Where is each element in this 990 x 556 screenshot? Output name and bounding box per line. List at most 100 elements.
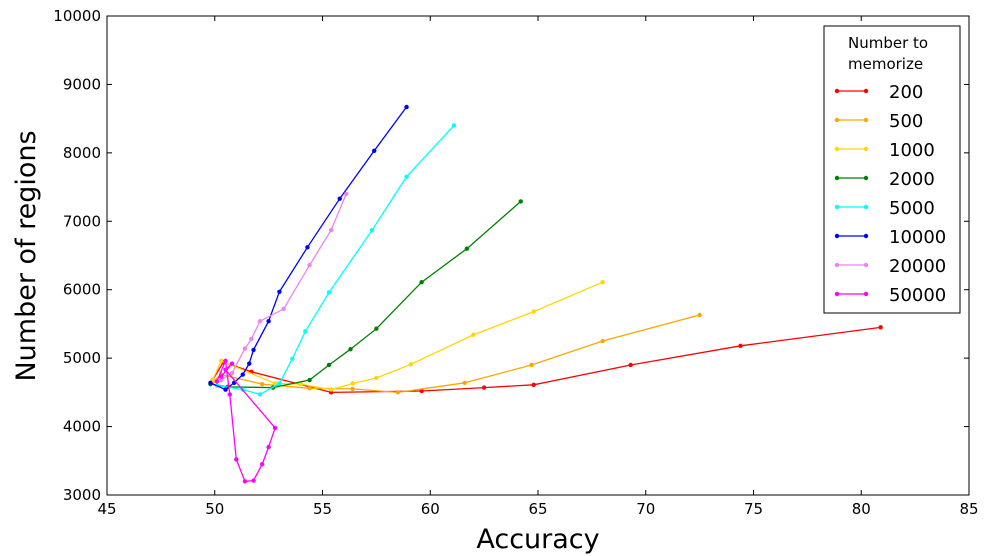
legend-marker: [834, 88, 840, 94]
x-tick-label: 45: [97, 500, 116, 518]
data-point: [307, 262, 312, 268]
legend-title-line-1: Number to: [848, 34, 928, 52]
data-point: [404, 104, 409, 110]
data-point: [451, 123, 457, 128]
x-tick-label: 70: [636, 500, 655, 518]
legend-entry: 50000: [834, 285, 946, 306]
legend-marker: [834, 204, 840, 210]
data-point: [219, 374, 224, 379]
data-point: [481, 385, 487, 390]
data-point: [395, 390, 401, 395]
legend-marker: [863, 175, 869, 181]
plot-area: [208, 104, 883, 484]
y-tick-label: 6000: [63, 281, 101, 299]
data-point: [419, 279, 424, 285]
data-point: [878, 325, 883, 330]
data-point: [471, 332, 476, 338]
legend-entry: 10000: [834, 227, 946, 248]
legend-marker: [863, 117, 869, 123]
data-point: [266, 318, 271, 324]
data-point: [281, 306, 286, 312]
legend-label: 5000: [889, 198, 935, 219]
series-20000: [219, 191, 349, 383]
legend-marker: [863, 233, 869, 239]
x-tick-label: 80: [852, 500, 871, 518]
data-point: [229, 361, 235, 366]
data-point: [305, 245, 310, 250]
data-point: [259, 381, 265, 387]
x-tick-labels: 45 50 55 60 65 70 75 80 85: [97, 500, 978, 518]
y-tick-label: 9000: [63, 75, 101, 93]
data-point: [234, 457, 239, 462]
data-point: [529, 362, 534, 368]
data-point: [223, 358, 228, 364]
series-5000: [214, 123, 457, 397]
data-point: [344, 191, 349, 197]
data-point: [298, 381, 304, 387]
legend-label: 1000: [889, 140, 935, 161]
data-point: [600, 338, 605, 344]
y-tick-labels: 3000 4000 5000 6000 7000 8000 9000 10000: [53, 7, 101, 504]
data-point: [208, 380, 213, 385]
x-axis-title: Accuracy: [476, 524, 599, 555]
data-point: [350, 386, 355, 392]
data-point: [518, 199, 523, 204]
legend-marker: [834, 117, 840, 123]
x-tick-label: 85: [959, 500, 978, 518]
data-point: [328, 387, 334, 392]
legend-label: 50000: [889, 285, 946, 306]
legend-title: Number to memorize: [848, 34, 933, 73]
data-point: [531, 309, 536, 314]
data-point: [229, 370, 235, 376]
data-point: [266, 444, 271, 450]
data-point: [464, 246, 470, 251]
data-point: [223, 387, 228, 392]
data-point: [350, 381, 355, 386]
data-point: [697, 312, 702, 318]
data-point: [247, 361, 252, 366]
data-point: [337, 196, 342, 201]
data-point: [419, 388, 424, 394]
y-tick-label: 10000: [53, 7, 101, 25]
plot-frame: [106, 15, 970, 496]
legend-entry: 500: [834, 111, 923, 132]
data-point: [214, 379, 220, 384]
data-point: [259, 462, 265, 467]
legend-label: 20000: [889, 256, 946, 277]
x-tick-label: 60: [421, 500, 440, 518]
data-point: [600, 279, 605, 285]
data-point: [257, 318, 263, 324]
y-tick-label: 5000: [63, 349, 101, 367]
y-tick-label: 4000: [63, 418, 101, 436]
series-line: [212, 314, 700, 394]
legend-entry: 20000: [834, 256, 946, 277]
data-point: [326, 290, 332, 295]
legend-title-line-2: memorize: [848, 55, 923, 73]
data-point: [738, 343, 743, 349]
legend-label: 500: [889, 111, 923, 132]
legend-marker: [863, 88, 869, 94]
data-point: [374, 326, 379, 331]
legend-entry: 200: [834, 82, 923, 103]
legend-marker: [834, 233, 840, 239]
x-tick-label: 55: [313, 500, 332, 518]
data-point: [303, 329, 308, 334]
data-point: [249, 336, 254, 342]
data-point: [307, 386, 312, 391]
x-tick-label: 50: [205, 500, 224, 518]
data-point: [290, 356, 295, 362]
data-point: [227, 392, 233, 397]
data-point: [257, 392, 263, 397]
x-tick-label: 75: [744, 500, 763, 518]
legend: Number to memorize 200 500 1000 2000 5000 100…: [823, 25, 961, 314]
legend-marker: [863, 291, 869, 297]
data-point: [374, 375, 379, 381]
series-10000: [208, 104, 409, 392]
data-point: [326, 362, 332, 368]
x-tick-label: 65: [528, 500, 547, 518]
data-point: [531, 382, 536, 388]
series-line: [216, 125, 455, 396]
y-tick-label: 3000: [63, 486, 101, 504]
data-point: [462, 380, 467, 385]
